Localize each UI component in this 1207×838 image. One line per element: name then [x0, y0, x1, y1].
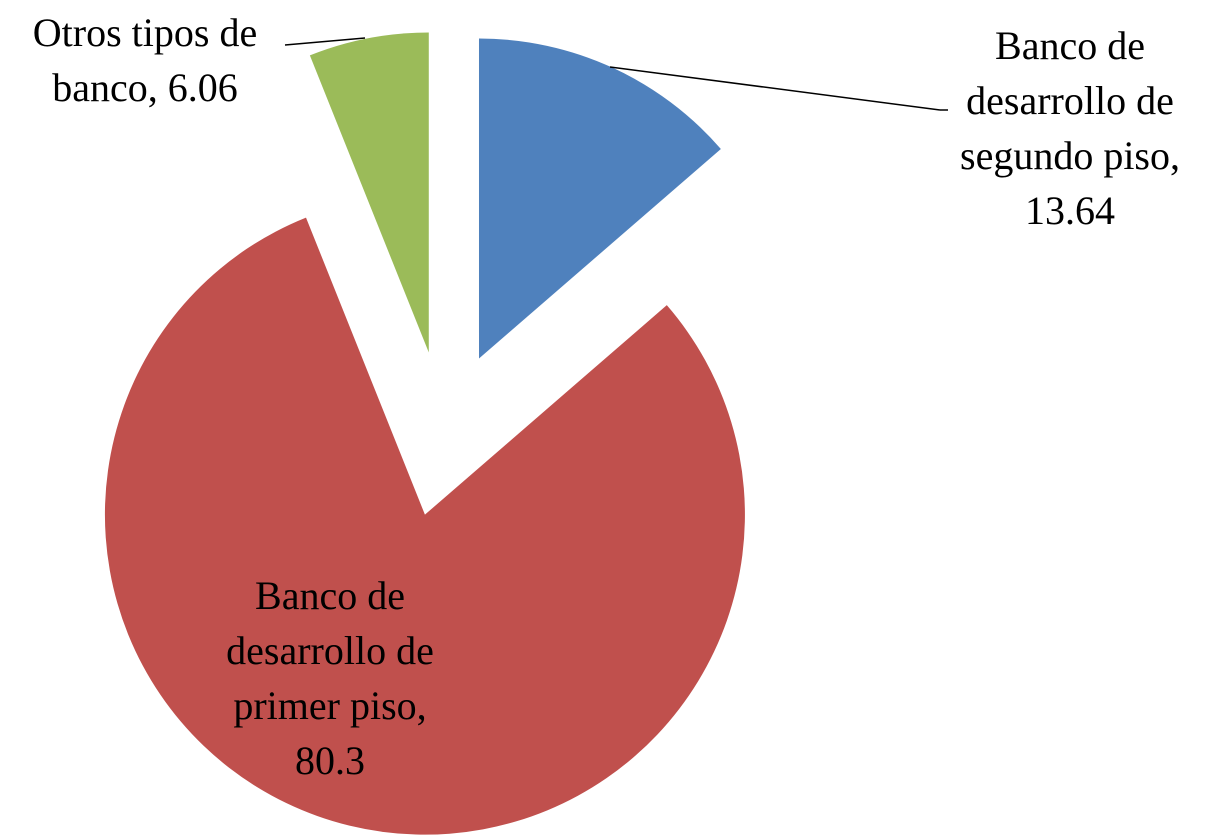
value-label: 80.3: [295, 738, 365, 783]
pie-slice: [309, 32, 429, 353]
leader-line: [609, 66, 941, 111]
value-label: 6.06: [167, 65, 238, 110]
pie-slice: [478, 38, 721, 359]
data-label: Otros tipos de banco, 6.06: [0, 5, 290, 115]
category-label: Banco de desarrollo de primer piso,: [226, 573, 434, 728]
category-label: Otros tipos de banco,: [32, 10, 258, 110]
value-label: 13.64: [1025, 188, 1115, 233]
pie-slice: [104, 217, 745, 835]
data-label: Banco de desarrollo de primer piso, 80.3: [195, 568, 465, 788]
data-label: Banco de desarrollo de segundo piso, 13.…: [935, 18, 1205, 238]
category-label: Banco de desarrollo de segundo piso,: [960, 23, 1180, 178]
leader-line: [284, 37, 366, 46]
